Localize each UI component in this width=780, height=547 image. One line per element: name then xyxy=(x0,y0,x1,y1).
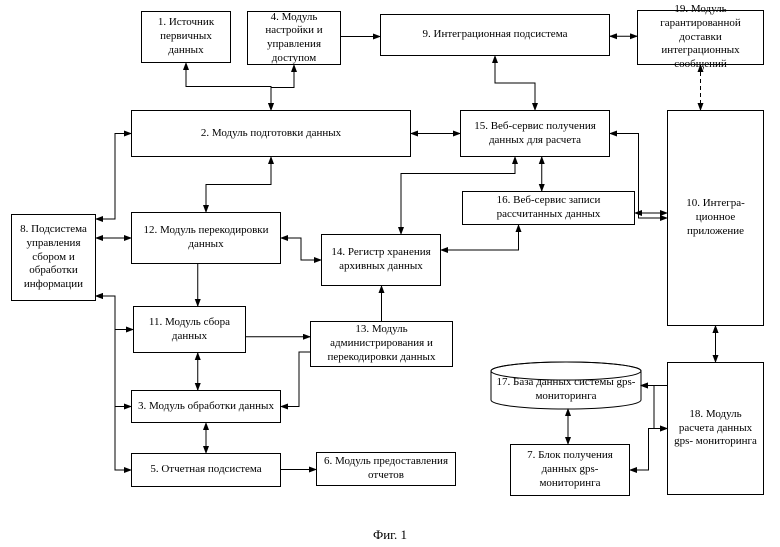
edge-n8-n3 xyxy=(96,296,131,407)
figure-caption: Фиг. 1 xyxy=(0,527,780,543)
edge-n14-n16 xyxy=(441,225,519,250)
node-n6: 6. Модуль предоставления отчетов xyxy=(316,452,456,486)
node-n2: 2. Модуль подготовки данных xyxy=(131,110,411,157)
node-n11: 11. Модуль сбора данных xyxy=(133,306,246,353)
edge-n9-n15 xyxy=(495,56,535,110)
node-n4: 4. Модуль настройки и управления доступо… xyxy=(247,11,341,65)
node-n13: 13. Модуль администрирования и перекодир… xyxy=(310,321,453,367)
diagram-stage: Фиг. 1 1. Источник первичных данных 4. Мо… xyxy=(0,0,780,547)
edge-n2-n12 xyxy=(206,157,271,212)
node-n19: 19. Модуль гарантированной доставки инте… xyxy=(637,10,764,65)
node-n12: 12. Модуль перекодировки данных xyxy=(131,212,281,264)
edge-n4-n2 xyxy=(271,65,294,110)
edge-n1-n2 xyxy=(186,63,271,110)
node-n7: 7. Блок получения данных gps- мониторинг… xyxy=(510,444,630,496)
edge-n12-n14 xyxy=(281,238,321,260)
edge-n7-n18 xyxy=(630,429,667,471)
node-n17: 17. База данных системы gps-мониторинга xyxy=(491,371,641,409)
node-n15: 15. Веб-сервис получения данных для расч… xyxy=(460,110,610,157)
node-n9: 9. Интеграционная подсистема xyxy=(380,14,610,56)
edge-n8-n5 xyxy=(96,296,131,470)
node-n8: 8. Подсистема управления сбором и обрабо… xyxy=(11,214,96,301)
edge-n8-n2 xyxy=(96,134,131,220)
node-n1: 1. Источник первичных данных xyxy=(141,11,231,63)
node-n16: 16. Веб-сервис записи рассчитанных данны… xyxy=(462,191,635,225)
node-n10: 10. Интегра- ционное приложение xyxy=(667,110,764,326)
node-n5: 5. Отчетная подсистема xyxy=(131,453,281,487)
node-n3: 3. Модуль обработки данных xyxy=(131,390,281,423)
node-n14: 14. Регистр хранения архивных данных xyxy=(321,234,441,286)
node-n18: 18. Модуль расчета данных gps- мониторин… xyxy=(667,362,764,495)
edge-n17-n18 xyxy=(641,386,667,429)
edge-n13-n3 xyxy=(281,352,310,407)
